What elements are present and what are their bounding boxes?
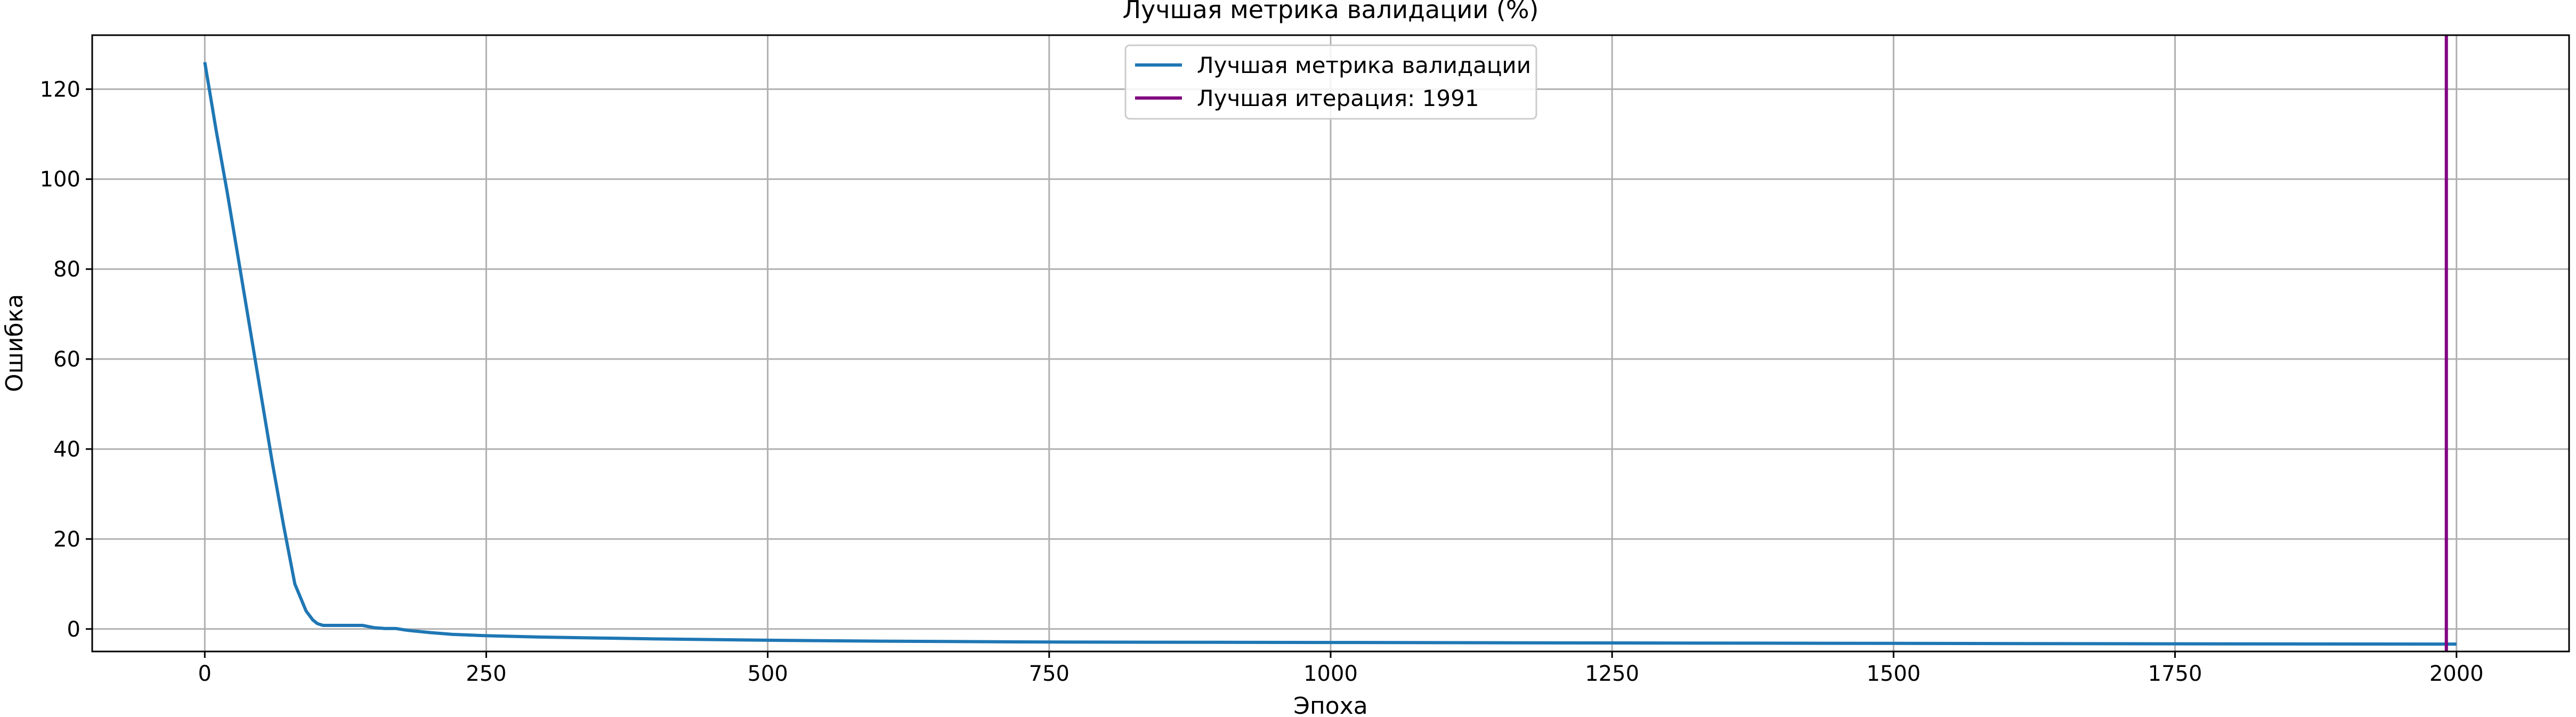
y-tick-label: 20 xyxy=(53,527,80,552)
series-layer xyxy=(203,35,2457,651)
y-tick-label: 120 xyxy=(40,77,80,102)
y-tick-label: 100 xyxy=(40,167,80,192)
legend-series-label: Лучшая метрика валидации xyxy=(1197,52,1531,78)
series-line xyxy=(203,62,2457,646)
y-tick-label: 60 xyxy=(53,347,80,372)
x-tick-label: 2000 xyxy=(2429,662,2484,686)
x-axis-ticks: 0 250 500 750 1000 1250 1500 1750 2000 xyxy=(198,651,2484,686)
x-tick-label: 1750 xyxy=(2148,662,2202,686)
x-tick-label: 1000 xyxy=(1303,662,1358,686)
x-axis-label: Эпоха xyxy=(1293,692,1367,717)
y-tick-label: 80 xyxy=(53,257,80,282)
x-tick-label: 750 xyxy=(1029,662,1070,686)
x-tick-label: 250 xyxy=(466,662,506,686)
y-tick-label: 0 xyxy=(67,617,80,642)
x-tick-label: 1500 xyxy=(1866,662,1921,686)
y-axis-ticks: 0 20 40 60 80 100 120 xyxy=(40,77,92,642)
x-tick-label: 1250 xyxy=(1585,662,1639,686)
grid xyxy=(92,35,2569,651)
chart-title: Лучшая метрика валидации (%) xyxy=(1123,0,1539,24)
legend-box xyxy=(1124,44,1537,120)
y-axis-label: Ошибка xyxy=(1,294,28,392)
x-tick-label: 500 xyxy=(747,662,788,686)
x-tick-label: 0 xyxy=(198,662,212,686)
legend: Лучшая метрика валидации Лучшая итерация… xyxy=(1124,44,1537,120)
plot-area: 0 250 500 750 1000 1250 1500 1750 2000 0 20 40 60 80… xyxy=(40,34,2570,686)
y-tick-label: 40 xyxy=(53,437,80,462)
legend-best-label: Лучшая итерация: 1991 xyxy=(1197,85,1479,111)
